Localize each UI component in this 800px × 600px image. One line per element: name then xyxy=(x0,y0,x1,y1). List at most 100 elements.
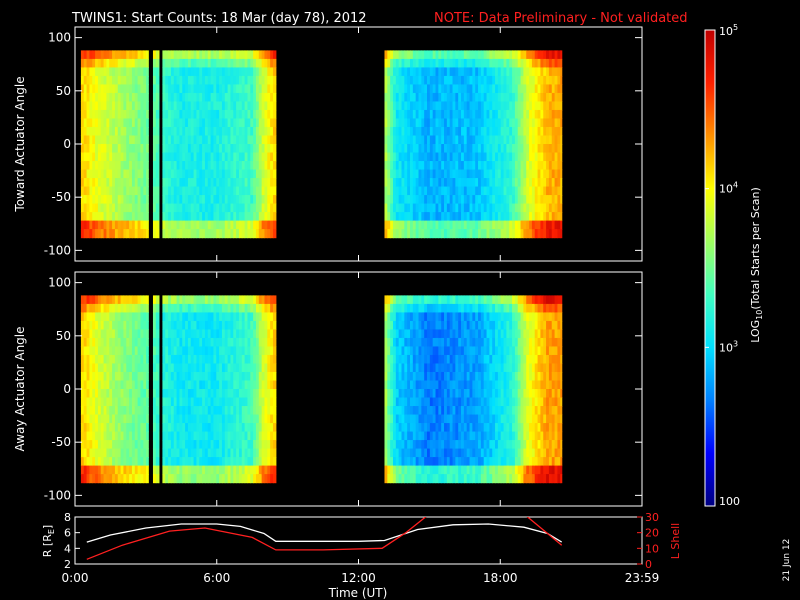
heatmap-cell xyxy=(190,109,195,120)
heatmap-cell xyxy=(435,354,439,365)
heatmap-cell xyxy=(255,178,260,188)
heatmap-cell xyxy=(461,169,465,179)
heatmap-cell xyxy=(472,67,476,77)
heatmap-cell xyxy=(401,92,405,103)
y-tick-label: 0 xyxy=(63,137,71,151)
heatmap-cell xyxy=(173,144,178,154)
heatmap-cell xyxy=(390,126,394,137)
heatmap-cell xyxy=(404,295,408,305)
heatmap-cell xyxy=(390,212,394,222)
heatmap-cell xyxy=(140,397,144,407)
heatmap-cell xyxy=(486,135,490,145)
heatmap-cell xyxy=(241,144,246,154)
heatmap-cell xyxy=(418,195,422,205)
heatmap-cell xyxy=(97,84,102,94)
heatmap-cell xyxy=(424,346,428,356)
heatmap-cell xyxy=(143,431,147,441)
heatmap-cell xyxy=(415,346,420,356)
heatmap-cell xyxy=(152,118,157,128)
heatmap-cell xyxy=(250,161,254,171)
heatmap-cell xyxy=(126,397,130,407)
heatmap-cell xyxy=(466,126,471,137)
heatmap-cell xyxy=(267,363,271,373)
heatmap-cell xyxy=(258,397,263,407)
heatmap-cell xyxy=(520,229,525,239)
heatmap-cell xyxy=(89,58,93,69)
heatmap-cell xyxy=(129,67,133,77)
heatmap-cell xyxy=(100,67,105,77)
heatmap-cell xyxy=(424,101,428,111)
heatmap-cell xyxy=(548,58,553,69)
heatmap-cell xyxy=(554,195,559,205)
heatmap-cell xyxy=(193,406,198,416)
heatmap-cell xyxy=(207,423,212,433)
heatmap-cell xyxy=(168,448,172,458)
heatmap-cell xyxy=(390,329,394,339)
heatmap-cell xyxy=(410,212,414,222)
heatmap-cell xyxy=(134,84,139,94)
heatmap-cell xyxy=(233,195,237,205)
heatmap-cell xyxy=(272,423,277,433)
heatmap-cell xyxy=(173,303,178,314)
heatmap-cell xyxy=(503,220,507,230)
heatmap-cell xyxy=(120,101,125,111)
heatmap-cell xyxy=(258,380,263,390)
heatmap-cell xyxy=(202,354,206,365)
heatmap-cell xyxy=(103,363,108,373)
heatmap-cell xyxy=(204,320,209,331)
heatmap-cell xyxy=(435,303,439,314)
heatmap-cell xyxy=(207,84,212,94)
heatmap-cell xyxy=(152,75,157,86)
heatmap-cell xyxy=(100,320,105,331)
heatmap-cell xyxy=(210,320,215,331)
heatmap-cell xyxy=(221,448,226,458)
heatmap-cell xyxy=(210,397,215,407)
heatmap-cell xyxy=(444,178,448,188)
heatmap-cell xyxy=(390,220,394,230)
heatmap-cell xyxy=(258,152,263,162)
heatmap-cell xyxy=(120,203,125,213)
heatmap-cell xyxy=(219,169,223,179)
heatmap-cell xyxy=(207,363,212,373)
heatmap-cell xyxy=(83,152,88,162)
heatmap-cell xyxy=(255,118,260,128)
heatmap-cell xyxy=(446,320,451,331)
heatmap-cell xyxy=(267,50,271,60)
heatmap-cell xyxy=(162,474,166,484)
heatmap-cell xyxy=(134,118,139,128)
heatmap-cell xyxy=(455,431,459,441)
heatmap-cell xyxy=(418,363,422,373)
heatmap-cell xyxy=(196,161,200,171)
heatmap-cell xyxy=(89,126,93,137)
heatmap-cell xyxy=(438,229,442,239)
heatmap-cell xyxy=(173,75,178,86)
heatmap-cell xyxy=(438,303,442,314)
heatmap-cell xyxy=(463,363,468,373)
heatmap-cell xyxy=(165,320,169,331)
heatmap-cell xyxy=(449,414,454,424)
heatmap-cell xyxy=(241,109,246,120)
heatmap-cell xyxy=(469,229,473,239)
heatmap-cell xyxy=(143,229,147,239)
heatmap-cell xyxy=(241,212,246,222)
heatmap-cell xyxy=(534,152,539,162)
heatmap-cell xyxy=(207,67,212,77)
heatmap-cell xyxy=(438,354,442,365)
heatmap-cell xyxy=(112,229,116,239)
heatmap-cell xyxy=(438,212,442,222)
heatmap-cell xyxy=(551,92,556,103)
heatmap-cell xyxy=(196,212,200,222)
heatmap-cell xyxy=(182,457,186,467)
heatmap-cell xyxy=(241,312,246,322)
heatmap-cell xyxy=(435,295,439,305)
heatmap-cell xyxy=(461,354,465,365)
heatmap-cell xyxy=(204,354,209,365)
heatmap-cell xyxy=(503,169,507,179)
heatmap-cell xyxy=(392,380,397,390)
heatmap-cell xyxy=(162,126,166,137)
heatmap-cell xyxy=(152,295,157,305)
heatmap-cell xyxy=(421,406,425,416)
heatmap-cell xyxy=(146,431,149,441)
heatmap-cell xyxy=(123,203,127,213)
heatmap-cell xyxy=(395,354,400,365)
